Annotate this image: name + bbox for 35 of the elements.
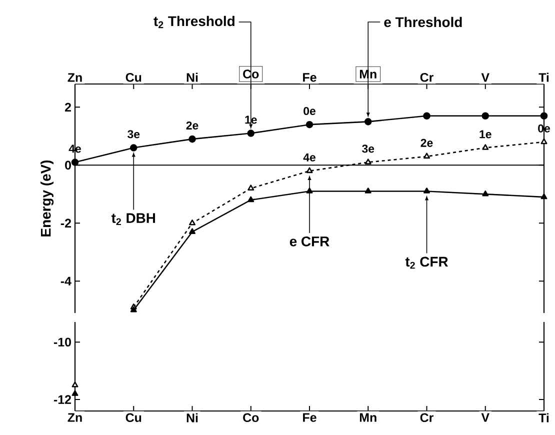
annotation: 4e: [303, 153, 316, 162]
y-tick-label: -2: [60, 218, 71, 228]
annotation: e CFR: [290, 236, 330, 246]
y-tick-label: 0: [65, 160, 71, 170]
x-tick-label: Co: [243, 413, 259, 422]
x-tick-label: Ni: [186, 413, 198, 422]
x-tick-label: Ti: [538, 413, 549, 422]
x-tick-label: Fe: [303, 413, 316, 422]
annotation: e Threshold: [384, 16, 462, 28]
x-tick-label: Cr: [420, 72, 434, 82]
x-tick-label: Fe: [303, 73, 316, 82]
y-tick-label: -12: [54, 395, 71, 404]
x-tick-label: Ti: [538, 72, 549, 82]
x-tick-label: Cu: [126, 72, 142, 82]
annotation: t$_{2}$ CFR: [405, 256, 448, 269]
x-tick-label: V: [481, 73, 490, 82]
y-axis-title: Energy (eV): [40, 160, 54, 236]
x-tick-label: Cr: [420, 413, 434, 422]
y-tick-label: 2: [64, 102, 71, 112]
annotation: 0e: [304, 106, 316, 116]
annotation: 2e: [420, 138, 433, 147]
x-tick-label: Zn: [68, 413, 82, 422]
y-tick-label: -4: [60, 276, 72, 286]
x-tick-label: Ni: [186, 72, 198, 82]
annotation: 2e: [186, 121, 198, 130]
y-tick-label: -10: [54, 338, 71, 347]
x-tick-label: V: [481, 413, 490, 422]
annotation: t$_{2}$ Threshold: [154, 16, 234, 28]
annotation: t$_{2}$ DBH: [111, 213, 156, 226]
annotation: 3e: [362, 144, 374, 153]
annotation: 3e: [128, 130, 140, 138]
x-tick-label: Mn: [360, 413, 376, 422]
x-tick-label: Zn: [68, 73, 82, 82]
x-tick-label: Cu: [126, 413, 142, 422]
annotation: 1e: [480, 130, 492, 138]
